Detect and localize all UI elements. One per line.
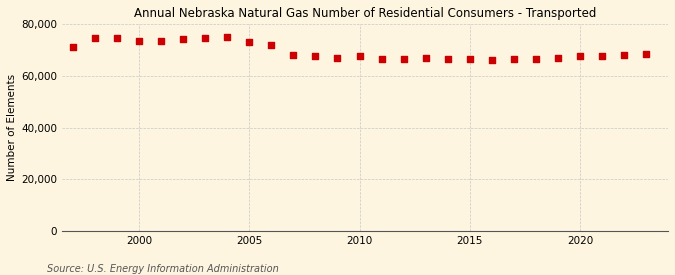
Point [200, 36, 211, 40]
Point [442, 57, 453, 61]
Point [531, 57, 541, 61]
Point [156, 39, 167, 43]
Point [641, 51, 651, 56]
Point [134, 39, 144, 43]
Point [178, 37, 188, 42]
Point [464, 57, 475, 61]
Point [354, 54, 365, 59]
Point [421, 55, 431, 60]
Point [574, 54, 585, 59]
Point [552, 55, 563, 60]
Point [398, 57, 409, 61]
Point [332, 55, 343, 60]
Point [597, 54, 608, 59]
Point [266, 42, 277, 47]
Point [310, 54, 321, 59]
Title: Annual Nebraska Natural Gas Number of Residential Consumers - Transported: Annual Nebraska Natural Gas Number of Re… [134, 7, 596, 20]
Point [68, 45, 78, 50]
Text: Source: U.S. Energy Information Administration: Source: U.S. Energy Information Administ… [47, 264, 279, 274]
Y-axis label: Number of Elements: Number of Elements [7, 74, 17, 181]
Point [111, 36, 122, 40]
Point [487, 58, 497, 62]
Point [90, 36, 101, 40]
Point [508, 57, 519, 61]
Point [288, 53, 299, 57]
Point [222, 35, 233, 39]
Point [376, 57, 387, 61]
Point [618, 53, 629, 57]
Point [244, 40, 254, 44]
